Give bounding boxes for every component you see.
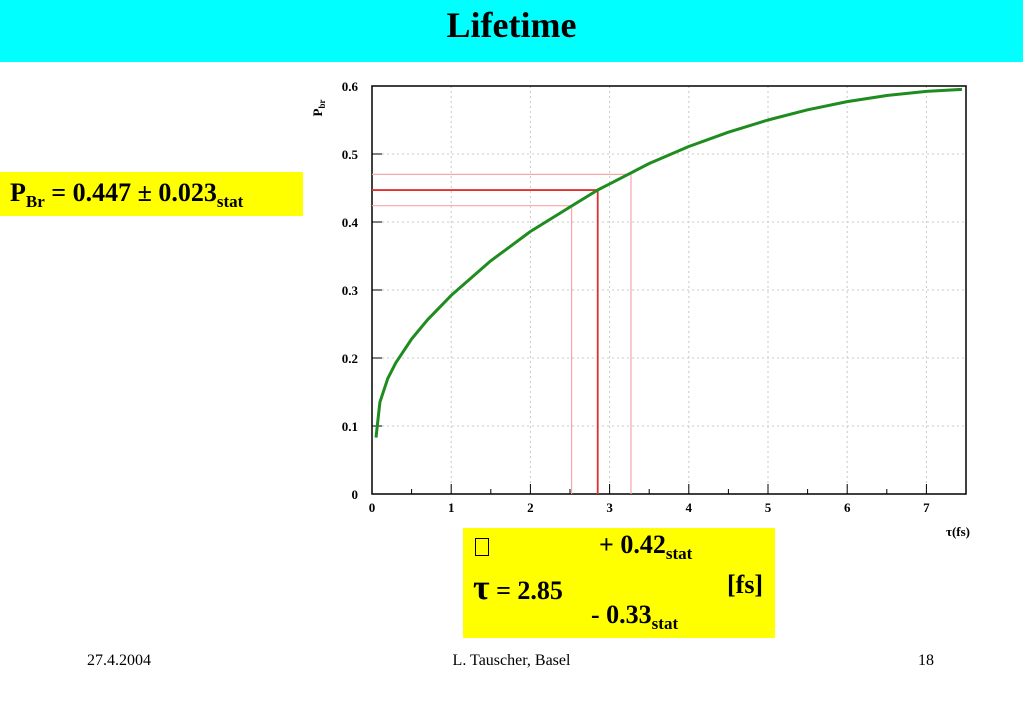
tau-plus-value: + 0.42	[599, 530, 666, 559]
pbr-curve	[374, 87, 963, 438]
x-tick-label-3: 3	[606, 500, 613, 515]
x-tick-label-5: 5	[765, 500, 772, 515]
y-tick-label-4: 0.4	[342, 215, 359, 230]
x-tick-label-0: 0	[369, 500, 376, 515]
x-tick-label-4: 4	[686, 500, 693, 515]
tau-result-box: + 0.42stat τ = 2.85 [fs] - 0.33stat	[463, 528, 775, 638]
tau-unit: [fs]	[727, 570, 764, 599]
x-tick-label-6: 6	[844, 500, 851, 515]
x-tick-label-2: 2	[527, 500, 534, 515]
pbr-stat-sub: stat	[216, 192, 244, 212]
tau-symbol: τ	[473, 567, 490, 607]
slide-title: Lifetime	[446, 5, 577, 45]
tau-minus-sub: stat	[651, 614, 679, 634]
pbr-value: = 0.447 ± 0.023	[44, 178, 217, 207]
y-tick-label-6: 0.6	[342, 79, 359, 94]
y-tick-label-5: 0.5	[342, 147, 359, 162]
tau-minus-value: - 0.33	[591, 600, 652, 629]
title-bar	[0, 0, 1023, 62]
missing-glyph-icon	[475, 538, 489, 556]
y-tick-label-0: 0	[352, 487, 359, 502]
x-tick-label-7: 7	[923, 500, 930, 515]
y-tick-label-2: 0.2	[342, 351, 358, 366]
x-axis-label: τ(fs)	[946, 524, 970, 539]
footer-author: L. Tauscher, Basel	[452, 652, 571, 669]
pbr-symbol: P	[10, 178, 26, 207]
y-tick-label-3: 0.3	[342, 283, 359, 298]
footer-page-number: 18	[918, 652, 934, 669]
pbr-vs-tau-chart: 0 1 2 3 4 5 6 7 0 0.1 0.2 0.3 0.4 0.5 0.6 τ(fs) Pbr	[310, 79, 970, 539]
footer-date: 27.4.2004	[87, 652, 151, 669]
y-tick-label-1: 0.1	[342, 419, 358, 434]
y-axis-label: Pbr	[310, 100, 327, 117]
tau-value-text: = 2.85	[489, 576, 563, 605]
tau-minus-error: - 0.33stat	[591, 600, 678, 634]
tau-value: τ = 2.85	[473, 566, 563, 608]
pbr-result-text: PBr = 0.447 ± 0.023stat	[10, 178, 243, 212]
pbr-symbol-sub: Br	[25, 192, 45, 212]
pbr-result-box: PBr = 0.447 ± 0.023stat	[0, 172, 303, 216]
x-tick-label-1: 1	[448, 500, 455, 515]
tau-plus-error: + 0.42stat	[599, 530, 692, 564]
tau-plus-sub: stat	[665, 544, 693, 564]
